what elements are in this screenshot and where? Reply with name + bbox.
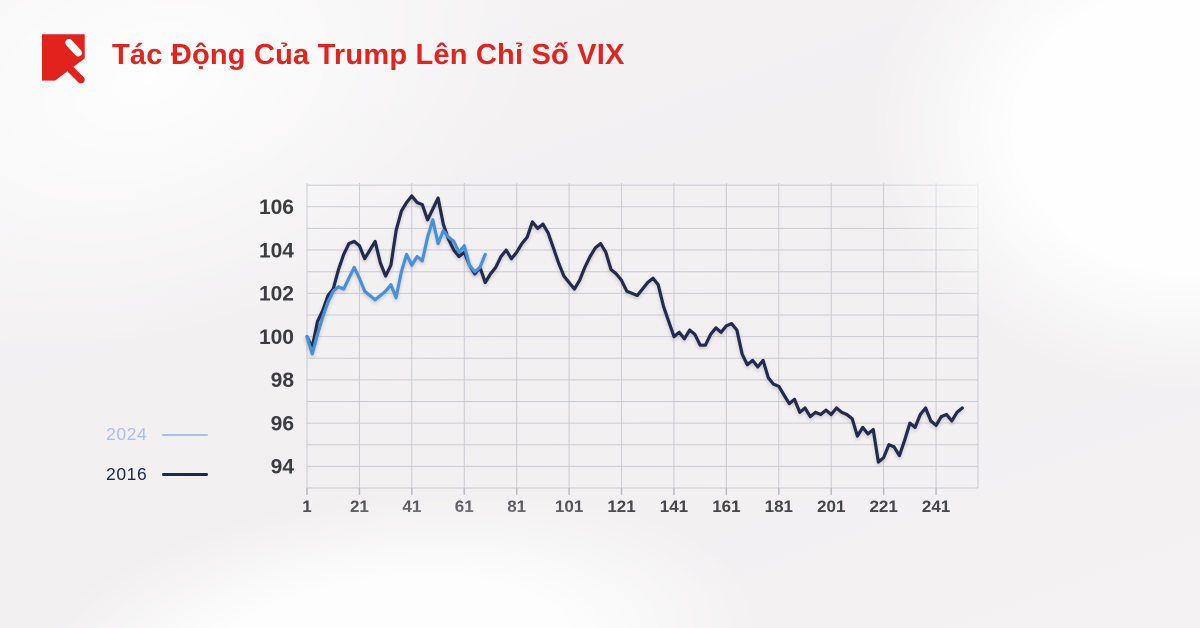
legend-item-2016: 2016	[106, 464, 208, 485]
legend-line-swatch-2024	[162, 433, 208, 436]
svg-text:161: 161	[712, 497, 740, 516]
svg-text:106: 106	[259, 196, 294, 219]
svg-text:101: 101	[555, 497, 583, 516]
chart-legend: 2024 2016	[106, 424, 208, 485]
svg-text:94: 94	[271, 456, 295, 479]
vix-chart: 94 96 98 100 102 104 106 1 21 41 61 81 101 121 141 161 1…	[240, 170, 1000, 540]
svg-text:61: 61	[455, 497, 474, 516]
svg-text:81: 81	[507, 497, 526, 516]
svg-text:96: 96	[271, 412, 294, 435]
svg-text:104: 104	[259, 239, 294, 262]
svg-text:21: 21	[350, 497, 369, 516]
legend-label-2016: 2016	[106, 464, 148, 484]
svg-text:141: 141	[660, 497, 688, 516]
svg-text:181: 181	[765, 497, 793, 516]
svg-text:241: 241	[922, 497, 950, 516]
legend-item-2024: 2024	[106, 424, 208, 445]
svg-text:41: 41	[402, 497, 421, 516]
svg-text:98: 98	[271, 369, 295, 392]
legend-line-swatch-2016	[162, 473, 208, 476]
svg-text:102: 102	[259, 283, 294, 306]
svg-text:221: 221	[869, 497, 897, 516]
svg-text:121: 121	[607, 497, 635, 516]
legend-label-2024: 2024	[106, 424, 148, 444]
page-title: Tác Động Của Trump Lên Chỉ Số VIX	[112, 39, 625, 71]
svg-text:100: 100	[259, 326, 294, 349]
svg-text:201: 201	[817, 497, 845, 516]
note-pencil-logo-icon	[42, 34, 85, 84]
svg-text:1: 1	[302, 497, 311, 516]
header	[42, 34, 94, 92]
